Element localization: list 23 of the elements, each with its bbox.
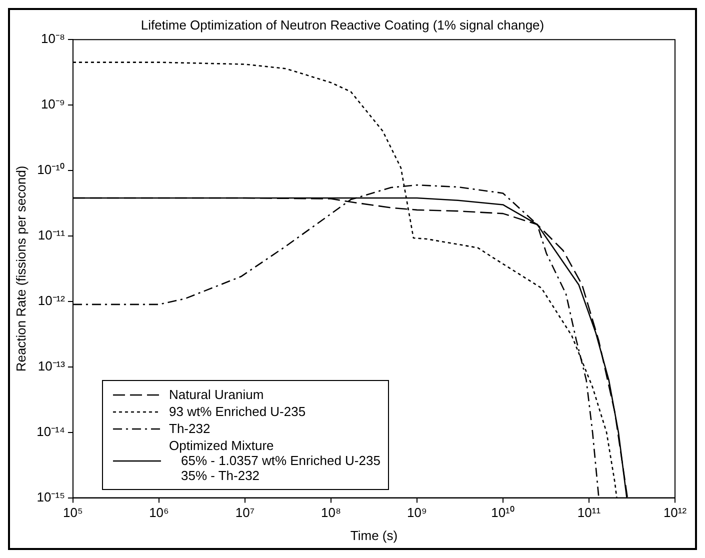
y-tick-label: 10⁻¹² <box>38 293 66 308</box>
y-axis-title: Reaction Rate (fissions per second) <box>13 166 28 372</box>
y-tick-label: 10⁻⁹ <box>40 96 65 112</box>
legend-label: Th-232 <box>169 421 210 436</box>
x-axis-title: Time (s) <box>350 528 398 543</box>
x-tick-label: 10⁹ <box>406 505 428 520</box>
y-tick-label: 10⁻⁸ <box>41 31 65 46</box>
legend-label: Optimized Mixture 65% - 1.0357 wt% Enriched U-235 35% - Th-232 <box>169 438 380 483</box>
x-tick-label: 10⁶ <box>149 505 169 520</box>
x-tick-label: 10¹⁰ <box>491 505 515 520</box>
y-tick-label: 10⁻¹³ <box>38 358 66 374</box>
chart-title: Lifetime Optimization of Neutron Reactive Coating (1% signal change) <box>140 17 544 32</box>
x-tick-label: 10¹¹ <box>577 505 602 520</box>
legend-label: Natural Uranium <box>169 387 264 402</box>
x-tick-label: 10¹² <box>663 505 688 520</box>
y-tick-label: 10⁻¹¹ <box>38 228 66 243</box>
x-tick-label: 10⁸ <box>321 505 341 520</box>
legend-label: 93 wt% Enriched U-235 <box>169 404 306 419</box>
y-tick-label: 10⁻¹⁴ <box>36 424 65 439</box>
y-tick-label: 10⁻¹⁵ <box>36 489 65 504</box>
x-tick-label: 10⁵ <box>63 505 83 520</box>
x-tick-label: 10⁷ <box>235 505 255 520</box>
y-tick-label: 10⁻¹⁰ <box>37 162 65 178</box>
